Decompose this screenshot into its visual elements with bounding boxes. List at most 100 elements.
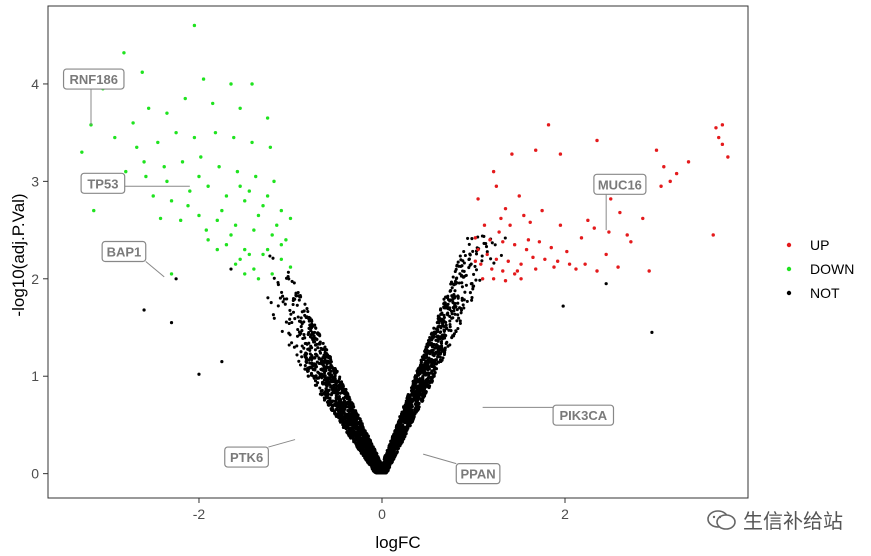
x-tick-label: 2 [561,506,569,522]
point-not [336,397,340,401]
point-not [332,391,336,395]
point-not [429,376,433,380]
point-not [300,329,304,333]
point-not [344,392,349,396]
point-not [385,454,389,458]
point-not [319,367,323,371]
gene-label: PPAN [460,467,495,482]
point-not [396,430,400,435]
annotation-connector [145,261,165,278]
point-up [517,194,521,198]
point-down [254,174,258,179]
point-not [437,346,441,350]
point-not [440,358,444,362]
point-not [296,315,300,319]
point-not [440,311,444,315]
point-not [453,312,457,316]
point-not [444,341,448,346]
point-up [574,267,578,271]
point-not [404,432,408,436]
gene-label: PTK6 [230,450,263,465]
point-not [462,249,466,254]
point-down [206,238,210,242]
point-not [290,279,294,283]
point-up [586,218,590,223]
point-not [339,418,343,422]
point-not [300,344,304,348]
point-not [295,353,299,357]
point-down [256,213,261,218]
point-not [456,313,460,317]
point-not [456,326,460,331]
point-down [275,223,279,227]
point-down [162,165,166,169]
point-not [314,326,318,330]
point-not [382,457,386,461]
point-not [361,444,365,448]
point-up [476,197,480,201]
point-not [493,243,497,247]
point-up [686,160,691,164]
point-not [305,315,309,319]
point-not [398,436,402,440]
point-not [448,325,452,329]
point-not [422,366,426,370]
point-up [526,238,531,242]
point-not [459,311,463,315]
point-up [534,148,538,152]
point-up [668,179,672,184]
point-down [165,111,169,115]
point-not [452,309,456,313]
point-not [489,257,493,261]
point-not [271,256,275,260]
point-not [395,449,399,454]
point-not [650,330,654,334]
point-down [188,189,192,193]
point-not [347,417,351,421]
point-not [312,334,316,338]
point-down [270,233,274,237]
point-not [418,387,422,391]
point-not [373,448,377,452]
point-not [303,302,307,306]
point-not [307,365,312,369]
point-not [343,399,347,404]
point-not [445,326,449,330]
point-down [279,257,284,262]
point-not [360,446,364,451]
point-not [462,275,466,279]
point-not [290,341,294,345]
point-up [579,236,584,240]
point-down [169,199,174,203]
point-not [288,308,292,312]
point-not [329,364,333,368]
point-not [472,284,476,288]
point-not [421,386,426,391]
point-not [428,335,432,340]
y-axis-title: -log10(adj.P.Val) [9,193,28,316]
point-not [450,294,454,298]
point-not [297,319,302,323]
point-not [432,326,436,330]
point-not [310,346,314,350]
point-down [80,150,84,154]
point-not [314,352,318,356]
point-not [399,415,403,419]
point-not [296,327,300,332]
point-not [492,261,496,265]
point-not [314,383,319,387]
point-not [394,443,398,447]
point-not [390,460,394,464]
point-not [457,264,461,268]
point-not [480,254,484,258]
point-not [430,341,434,345]
point-not [461,303,465,307]
point-up [506,259,510,263]
point-down [250,82,254,86]
point-not [440,348,444,352]
point-not [418,389,422,393]
point-up [491,169,496,174]
point-not [313,330,317,334]
point-not [400,428,404,432]
point-not [439,317,443,321]
